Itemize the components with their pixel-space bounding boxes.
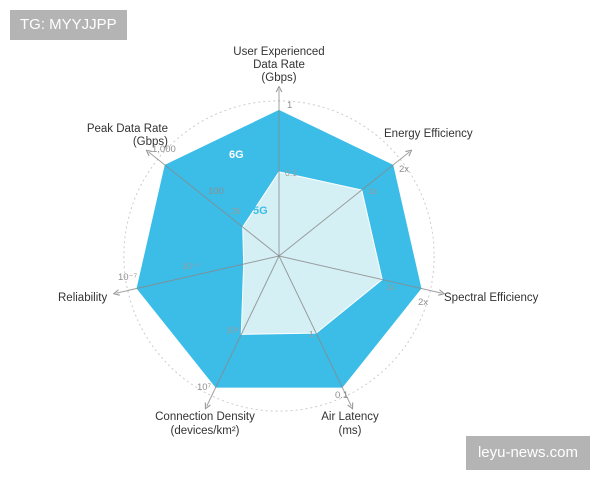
watermark-bottom: leyu-news.com [465, 436, 590, 470]
tick-5g-axis-3: 1x [386, 282, 396, 292]
tick-5g-axis-7: 20 [231, 206, 241, 216]
axis-line-4 [278, 255, 351, 406]
axis-label-4-line-1: Air Latency [321, 411, 379, 423]
axis-line-2 [278, 152, 409, 257]
axis-label-7-line-2: (Gbps) [133, 136, 168, 148]
tick-5g-axis-2: 1x [368, 186, 378, 196]
series-label-5g: 5G [253, 205, 268, 217]
tick-6g-axis-2: 2x [399, 164, 409, 175]
axis-label-6-line-1: Reliability [58, 292, 107, 304]
tick-6g-axis-4: 0.1 [335, 390, 348, 401]
axis-label-2-line-1: Energy Efficiency [384, 128, 473, 140]
axis-label-5-line-1: Connection Density [155, 411, 255, 423]
tick-5g-axis-5: 10⁶ [226, 325, 239, 335]
tick-mid-axis-7: 100 [208, 186, 224, 197]
axis-line-3 [278, 255, 442, 293]
tick-6g-axis-3: 2x [418, 297, 428, 308]
axis-label-1-line-1: User Experienced [233, 46, 324, 58]
tick-6g-axis-6: 10⁻⁷ [118, 272, 138, 283]
watermark-top: TG: MYYJJPP [10, 10, 127, 40]
axis-label-5-line-2: (devices/km²) [170, 425, 239, 437]
axis-label-4-line-2: (ms) [339, 425, 362, 437]
axis-label-3-line-1: Spectral Efficiency [444, 292, 539, 304]
axis-label-7-line-1: Peak Data Rate [87, 123, 168, 135]
series-label-6g: 6G [229, 149, 244, 161]
tick-5g-axis-1: 0.1 [285, 168, 297, 178]
axis-label-1-line-3: (Gbps) [261, 72, 296, 84]
tick-5g-axis-6: 10⁻⁵ [182, 261, 199, 271]
tick-6g-axis-7: 1,000 [152, 144, 176, 155]
axis-line-7 [149, 152, 280, 257]
tick-5g-axis-4: 1 [309, 329, 314, 339]
axis-line-5 [207, 255, 280, 406]
tick-6g-axis-5: 10⁷ [197, 382, 212, 393]
tick-6g-axis-1: 1 [287, 100, 292, 111]
series-5g-area [240, 171, 383, 335]
axis-label-1-line-2: Data Rate [253, 59, 305, 71]
axis-line-6 [116, 255, 280, 293]
